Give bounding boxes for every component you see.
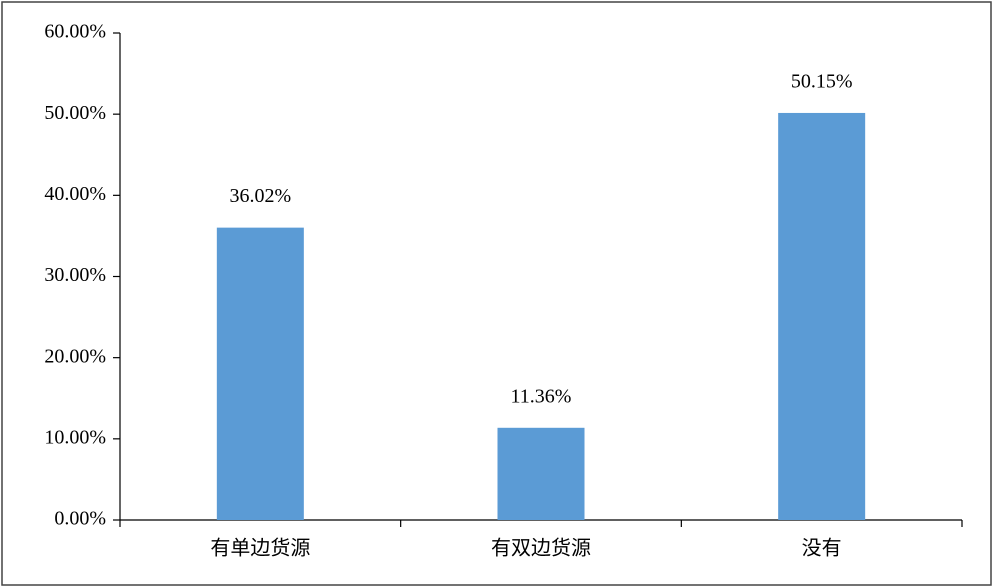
y-tick-label: 40.00%	[44, 183, 106, 205]
bar	[778, 112, 866, 521]
x-tick-label: 有单边货源	[210, 537, 310, 560]
y-tick-label: 60.00%	[44, 21, 106, 43]
x-tick-label: 有双边货源	[491, 537, 591, 560]
x-tick-label: 没有	[802, 537, 842, 560]
y-tick-label: 10.00%	[44, 426, 106, 448]
value-label: 50.15%	[791, 71, 853, 93]
y-tick-label: 50.00%	[44, 102, 106, 124]
bar	[497, 427, 585, 520]
y-tick-label: 20.00%	[44, 345, 106, 367]
value-label: 36.02%	[229, 185, 291, 207]
y-tick-label: 30.00%	[44, 264, 106, 286]
y-tick-label: 0.00%	[54, 508, 106, 530]
bar	[216, 227, 304, 520]
value-label: 11.36%	[511, 385, 572, 407]
